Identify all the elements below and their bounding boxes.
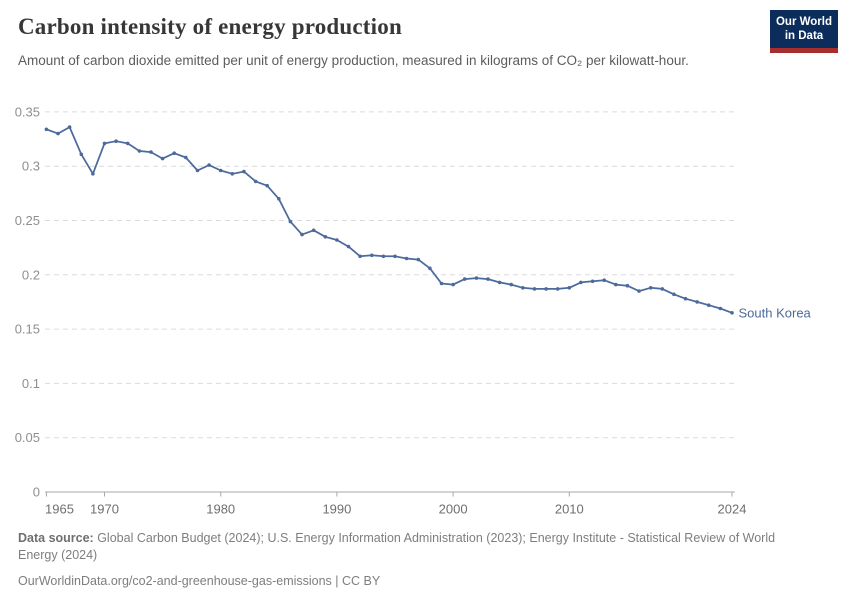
data-point	[218, 168, 223, 173]
data-point	[462, 277, 467, 281]
data-point	[79, 152, 84, 157]
data-point	[474, 276, 479, 280]
data-point	[451, 282, 455, 287]
data-point	[323, 235, 328, 239]
data-point	[230, 172, 235, 176]
data-point	[509, 282, 513, 287]
data-point	[149, 150, 153, 154]
data-point	[335, 238, 339, 242]
data-point	[300, 232, 304, 237]
data-point	[614, 282, 618, 287]
y-tick-label: 0.15	[15, 322, 40, 337]
data-point	[288, 219, 293, 224]
data-source-text: Global Carbon Budget (2024); U.S. Energy…	[18, 531, 776, 562]
chart-subtitle: Amount of carbon dioxide emitted per uni…	[18, 53, 689, 68]
data-point	[428, 266, 432, 271]
y-axis-labels: 0 0.05 0.1 0.15 0.2 0.25 0.3 0.35	[15, 104, 40, 499]
x-tick-label: 1980	[206, 502, 235, 517]
data-point	[579, 280, 583, 285]
y-gridlines	[45, 111, 735, 439]
data-point	[672, 292, 676, 297]
owid-logo-line1: Our World	[775, 16, 832, 28]
data-point	[683, 296, 688, 301]
data-point	[637, 289, 641, 293]
y-tick-label: 0.25	[15, 213, 40, 228]
data-point	[67, 125, 72, 129]
x-tick-label: 1970	[90, 502, 119, 517]
y-tick-label: 0.1	[22, 376, 40, 391]
data-point	[207, 163, 211, 167]
data-point	[416, 257, 421, 262]
data-point	[695, 300, 699, 304]
data-line	[45, 126, 733, 314]
data-point	[555, 287, 560, 291]
chart-title: Carbon intensity of energy production	[18, 14, 402, 39]
data-point	[56, 131, 60, 136]
y-tick-label: 0.05	[15, 430, 40, 445]
data-point	[91, 172, 95, 176]
data-point	[393, 254, 397, 259]
data-point	[707, 303, 711, 308]
data-source-label: Data source:	[18, 531, 94, 545]
entity-label: South Korea	[739, 305, 812, 320]
x-tick-label: 1990	[322, 502, 351, 517]
data-point	[265, 183, 270, 188]
data-point	[544, 287, 548, 291]
data-point	[625, 283, 630, 288]
data-point	[172, 151, 176, 155]
x-tick-label: 2000	[439, 502, 468, 517]
x-tick-label: 2010	[555, 502, 584, 517]
citation-line: OurWorldinData.org/co2-and-greenhouse-ga…	[18, 573, 381, 588]
data-point	[521, 286, 525, 290]
data-point	[184, 155, 188, 160]
owid-logo: Our World in Data	[770, 10, 838, 53]
data-point	[137, 149, 142, 153]
data-point	[114, 139, 118, 143]
data-point	[253, 179, 258, 184]
data-point	[102, 141, 107, 146]
data-points	[44, 125, 734, 315]
data-point	[311, 228, 316, 233]
x-tick-label: 2024	[718, 502, 747, 517]
y-tick-label: 0.3	[22, 159, 40, 174]
data-point	[730, 311, 734, 315]
data-point	[370, 253, 374, 258]
data-point	[242, 169, 246, 174]
data-point	[44, 127, 49, 132]
y-tick-label: 0.35	[15, 104, 40, 119]
owid-logo-line2: in Data	[784, 29, 824, 42]
data-point	[567, 286, 572, 290]
data-point	[602, 278, 606, 283]
data-point	[358, 254, 362, 259]
y-tick-label: 0	[33, 485, 40, 500]
data-point	[404, 256, 409, 261]
data-point	[346, 244, 351, 249]
data-point	[439, 281, 444, 286]
data-source-line: Data source: Global Carbon Budget (2024)…	[18, 530, 818, 564]
data-point	[497, 280, 502, 285]
data-point	[381, 254, 386, 259]
data-point	[277, 197, 281, 201]
y-tick-label: 0.2	[22, 267, 40, 282]
data-point	[195, 168, 200, 173]
data-point	[160, 156, 165, 161]
data-point	[718, 306, 723, 311]
data-point	[660, 287, 665, 291]
data-point	[590, 279, 595, 284]
data-point	[648, 286, 653, 290]
data-point	[125, 141, 130, 146]
x-axis-labels: 1965 1970 1980 1990 2000 2010 2024	[45, 502, 746, 517]
data-point	[486, 277, 490, 281]
chart-footer: Data source: Global Carbon Budget (2024)…	[18, 530, 818, 590]
x-axis: 1965 1970 1980 1990 2000 2010 2024	[45, 491, 746, 517]
x-tick-label: 1965	[45, 502, 74, 517]
data-point	[532, 287, 537, 291]
